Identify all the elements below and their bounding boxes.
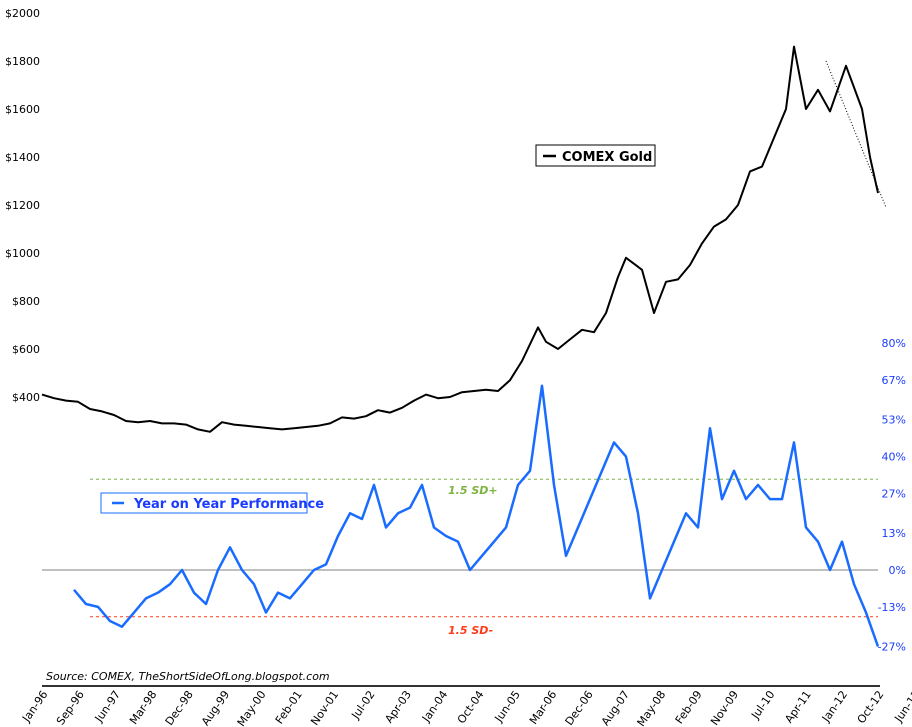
gold-y-tick: $1200 (5, 199, 40, 212)
sd-minus-label: 1.5 SD- (448, 624, 493, 637)
x-tick-label: Jan-12 (819, 688, 850, 725)
yoy-y-tick: 0% (889, 564, 906, 577)
x-tick-label: Jul-10 (748, 688, 777, 722)
x-tick-label: Jun-05 (492, 688, 523, 725)
yoy-performance-line (73, 384, 880, 647)
x-tick-label: Jan-96 (19, 688, 50, 725)
x-tick-label: Jun-97 (92, 688, 123, 725)
yoy-y-axis: 80% 67% 53% 40% 27% 13% 0% -13% -27% (878, 337, 906, 653)
gold-y-tick: $1800 (5, 55, 40, 68)
x-tick-label: Sep-96 (54, 688, 87, 727)
yoy-y-tick: -13% (878, 601, 906, 614)
x-tick-label: Oct-04 (455, 688, 487, 726)
sd-plus-label: 1.5 SD+ (448, 484, 498, 497)
yoy-y-tick: 53% (882, 414, 906, 427)
x-tick-label: Apr-03 (382, 688, 413, 725)
gold-y-tick: $2000 (5, 7, 40, 20)
yoy-y-tick: 13% (882, 527, 906, 540)
gold-legend-label: COMEX Gold (562, 150, 652, 165)
x-tick-label: Aug-99 (199, 688, 232, 727)
gold-y-tick: $600 (12, 343, 40, 356)
gold-y-tick: $1400 (5, 151, 40, 164)
yoy-legend-label: Year on Year Performance (133, 497, 324, 512)
x-tick-label: Feb-09 (673, 688, 705, 726)
x-tick-label: Dec-06 (563, 688, 596, 727)
x-tick-label: May-00 (235, 688, 269, 727)
gold-y-tick: $800 (12, 295, 40, 308)
gold-price-line (41, 45, 879, 433)
gold-y-tick: $400 (12, 391, 40, 404)
x-tick-label: Nov-09 (708, 688, 741, 727)
yoy-y-tick: 80% (882, 337, 906, 350)
yoy-legend: Year on Year Performance (100, 492, 324, 514)
x-tick-label: Mar-98 (127, 688, 159, 727)
x-tick-label: Nov-01 (308, 688, 341, 727)
source-note: Source: COMEX, TheShortSideOfLong.blogsp… (46, 670, 330, 683)
x-tick-label: Feb-01 (273, 688, 305, 726)
x-tick-label: Dec-98 (163, 688, 196, 727)
x-tick-label: Jul-02 (348, 688, 377, 722)
x-tick-label: May-08 (635, 688, 669, 727)
x-tick-label: Jan-04 (419, 688, 450, 725)
yoy-y-tick: 40% (882, 451, 906, 464)
gold-y-tick: $1600 (5, 103, 40, 116)
yoy-y-tick: 27% (882, 487, 906, 500)
x-axis: Jan-96 Sep-96 Jun-97 Mar-98 Dec-98 Aug-99 May-… (19, 688, 912, 727)
x-tick-label: Jun-13 (891, 688, 912, 725)
x-tick-label: Mar-06 (527, 688, 559, 727)
gold-legend: COMEX Gold (535, 144, 656, 167)
gold-y-tick: $1000 (5, 247, 40, 260)
series-group (41, 45, 887, 647)
yoy-y-tick: -27% (878, 641, 906, 654)
gold-legend-box (535, 144, 656, 167)
x-tick-label: Aug-07 (599, 688, 632, 727)
gold-y-axis: $400 $600 $800 $1000 $1200 $1400 $1600 $1800 $20… (5, 7, 40, 404)
x-tick-label: Oct-12 (855, 688, 887, 726)
x-tick-label: Apr-11 (782, 688, 813, 725)
yoy-legend-box (100, 492, 308, 514)
yoy-y-tick: 67% (882, 374, 906, 387)
